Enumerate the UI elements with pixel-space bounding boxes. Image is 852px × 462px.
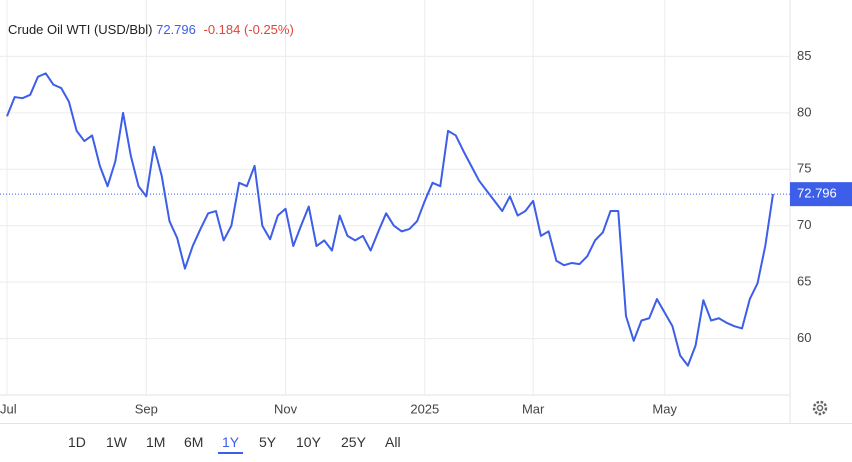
last-price: 72.796 bbox=[156, 22, 196, 37]
y-tick-label: 85 bbox=[797, 48, 811, 63]
settings-icon[interactable] bbox=[812, 400, 828, 416]
x-tick-label: 2025 bbox=[410, 401, 439, 416]
y-tick-label: 75 bbox=[797, 161, 811, 176]
range-button[interactable]: 1Y bbox=[218, 432, 244, 454]
range-button[interactable]: 25Y bbox=[341, 434, 366, 450]
change: -0.184 (-0.25%) bbox=[203, 22, 294, 37]
range-button[interactable]: 5Y bbox=[259, 434, 277, 450]
range-button[interactable]: 1M bbox=[146, 434, 166, 450]
chart: 60 65 70 75 80 85 Jul Sep Nov 2025 Mar May 72.796 bbox=[0, 0, 852, 423]
x-tick-label: Mar bbox=[522, 401, 545, 416]
range-button[interactable]: All bbox=[385, 434, 401, 450]
range-button[interactable]: 1W bbox=[106, 434, 127, 450]
gear-ring bbox=[812, 400, 828, 416]
title: Crude Oil WTI (USD/Bbl) bbox=[8, 22, 153, 37]
y-tick-label: 65 bbox=[797, 274, 811, 289]
y-tick-label: 80 bbox=[797, 104, 811, 119]
y-tick-label: 70 bbox=[797, 217, 811, 232]
header: Crude Oil WTI (USD/Bbl) 72.796 -0.184 (-… bbox=[8, 22, 294, 37]
range-button[interactable]: 1D bbox=[68, 434, 86, 450]
price-line bbox=[6, 72, 774, 367]
range-bar: 1D 1W 1M 6M 1Y 5Y 10Y 25Y All bbox=[0, 423, 852, 462]
last-price-label: 72.796 bbox=[797, 186, 837, 201]
gear-hole bbox=[816, 404, 824, 412]
x-tick-label: May bbox=[652, 401, 677, 416]
range-button[interactable]: 6M bbox=[184, 434, 204, 450]
last-price-badge bbox=[790, 182, 852, 207]
y-tick-label: 60 bbox=[797, 330, 811, 345]
x-tick-label: Sep bbox=[135, 401, 158, 416]
x-tick-label: Nov bbox=[274, 401, 298, 416]
x-tick-label: Jul bbox=[0, 401, 17, 416]
range-button[interactable]: 10Y bbox=[296, 434, 321, 450]
